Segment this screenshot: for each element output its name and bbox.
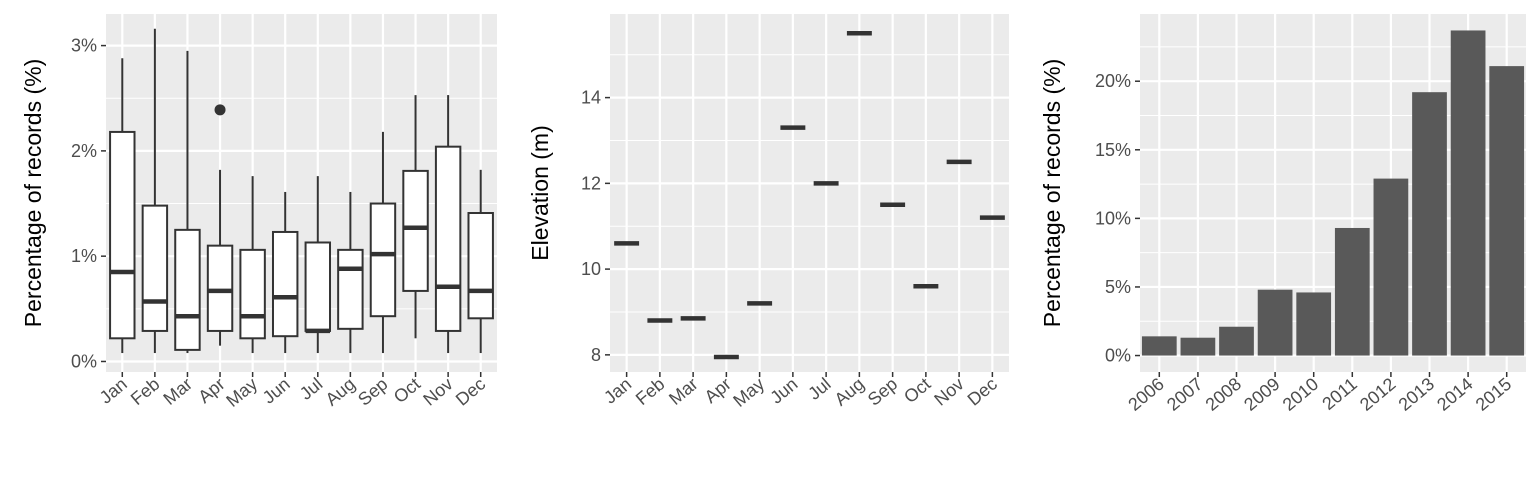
panel1-xtick-label: Apr <box>194 374 228 407</box>
panel3-bar <box>1489 66 1525 356</box>
panel1-box <box>174 228 201 351</box>
panel2-xtick-label: Jul <box>804 374 834 404</box>
panel2-xtick-label: Feb <box>632 374 669 409</box>
panel1-xtick-label: Oct <box>390 374 424 407</box>
panel2-ytick-label: 8 <box>591 345 601 365</box>
panel3-bar <box>1450 30 1486 356</box>
panel3-xtick-label: 2014 <box>1433 374 1477 415</box>
panel1-box <box>271 230 299 338</box>
panel1-box <box>337 248 364 330</box>
panel2-ylabel: Elevation (m) <box>527 125 553 260</box>
panel3-bar <box>1180 337 1216 356</box>
panel1-box <box>434 145 462 332</box>
panel3-bar <box>1296 292 1332 356</box>
panel1-xtick-label: Sep <box>354 374 391 410</box>
panel1-xtick-label: Jan <box>96 374 131 408</box>
panel2-xtick-label: Nov <box>930 374 967 410</box>
panel3-ytick-label: 15% <box>1095 140 1131 160</box>
panel1-box <box>402 169 429 292</box>
panel3-bar <box>1412 92 1447 356</box>
panel3-bar <box>1373 178 1409 356</box>
panel3-xtick-label: 2013 <box>1395 374 1439 415</box>
panel2-xtick-label: Mar <box>665 374 702 409</box>
panel1-ytick-label: 2% <box>71 141 97 161</box>
panel2-xtick-label: Jan <box>600 374 635 408</box>
panel2-background <box>610 14 1009 372</box>
panel3-ytick-label: 10% <box>1095 208 1131 228</box>
panel1-xtick-label: Jun <box>259 374 294 408</box>
panel2-ytick-label: 12 <box>581 173 601 193</box>
panel1-xtick-label: May <box>222 374 261 411</box>
panel3-ytick-label: 20% <box>1095 71 1131 91</box>
panel1-ytick-label: 1% <box>71 246 97 266</box>
panel3-ytick-label: 5% <box>1105 277 1131 297</box>
panel2-xtick-label: May <box>729 374 768 411</box>
panel3-xtick-label: 2009 <box>1240 374 1284 415</box>
panel2-ytick-label: 10 <box>581 259 601 279</box>
panel1-box <box>304 241 332 332</box>
panel1-xtick-label: Feb <box>127 374 164 409</box>
panel2-xtick-label: Jun <box>766 374 801 408</box>
panel3-xtick-label: 2012 <box>1356 374 1400 415</box>
panel3-xtick-label: 2006 <box>1124 374 1168 415</box>
panel1-ytick-label: 0% <box>71 351 97 371</box>
panel1-box <box>109 130 136 340</box>
panel3-xtick-label: 2011 <box>1318 374 1361 414</box>
panel1-xtick-label: Dec <box>452 374 489 410</box>
panel1-ylabel: Percentage of records (%) <box>20 59 46 327</box>
panel3-xtick-label: 2015 <box>1472 374 1516 415</box>
panel1-outlier-point <box>214 104 226 116</box>
panel1-box <box>206 244 234 332</box>
panel1-box <box>239 248 266 340</box>
panel3-plot: 0%5%10%15%20%200620072008200920102011201… <box>1095 14 1526 415</box>
panel3-ytick-label: 0% <box>1105 346 1131 366</box>
panel1-xtick-label: Aug <box>322 374 359 410</box>
panel1-box <box>467 212 494 320</box>
panel2-xtick-label: Dec <box>964 374 1001 410</box>
panel1-box <box>141 204 169 332</box>
panel3-bar <box>1141 336 1177 356</box>
panel1-xtick-label: Mar <box>159 374 196 409</box>
panel3-xtick-label: 2007 <box>1163 374 1207 415</box>
panel3-xtick-label: 2008 <box>1202 374 1246 415</box>
panel3-bar <box>1257 289 1293 356</box>
panel1-ytick-label: 3% <box>71 36 97 56</box>
panel2-ytick-label: 14 <box>581 88 601 108</box>
panel3-bar <box>1219 326 1254 356</box>
panel3-ylabel: Percentage of records (%) <box>1039 59 1065 327</box>
panel2-xtick-label: Sep <box>864 374 901 410</box>
panel2-xtick-label: Oct <box>900 374 934 407</box>
panel1-xtick-label: Nov <box>419 374 456 410</box>
panel2-xtick-label: Aug <box>831 374 868 410</box>
panel1-box <box>369 202 397 318</box>
panel2-xtick-label: Apr <box>701 374 735 407</box>
panel1-background <box>106 14 497 372</box>
panel1-xtick-label: Jul <box>296 374 326 404</box>
panel3-xtick-label: 2010 <box>1279 374 1323 415</box>
panel3-bar <box>1334 227 1370 356</box>
